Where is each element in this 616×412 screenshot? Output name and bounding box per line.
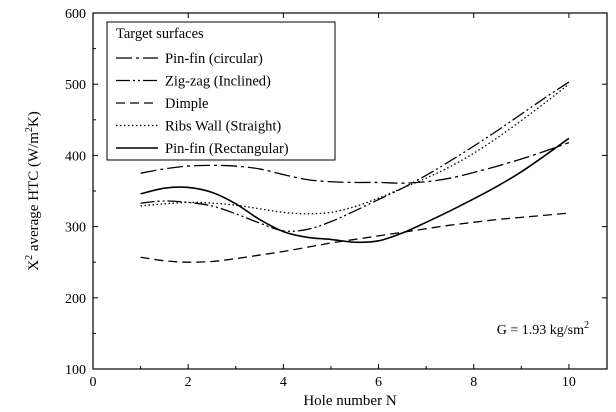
axis-ticks: 0 2 4 6 8 10 100 200 300 400 500 600 <box>65 7 607 390</box>
series-line-5 <box>140 137 570 244</box>
legend-label-5: Pin-fin (Rectangular) <box>165 141 289 157</box>
y-tick-label: 400 <box>65 149 86 164</box>
x-tick-label: 6 <box>375 375 382 390</box>
x-tick-label: 10 <box>562 375 576 390</box>
legend-title: Target surfaces <box>116 26 204 42</box>
y-tick-label: 600 <box>65 7 86 22</box>
y-axis-title: X2 average HTC (W/m2K) <box>24 111 42 271</box>
legend: Target surfaces Pin-fin (circular) Zig-za… <box>106 21 336 161</box>
legend-label-4: Ribs Wall (Straight) <box>165 119 281 135</box>
x-axis-title: Hole number N <box>303 393 396 409</box>
legend-box <box>106 21 336 161</box>
y-tick-label: 200 <box>65 292 86 307</box>
x-tick-label: 8 <box>470 375 477 390</box>
y-tick-label: 100 <box>65 363 86 378</box>
x-tick-label: 2 <box>185 375 192 390</box>
series-line-3 <box>140 212 569 263</box>
legend-label-1: Pin-fin (circular) <box>165 51 263 67</box>
y-tick-label: 300 <box>65 221 86 236</box>
legend-label-3: Dimple <box>165 96 209 112</box>
y-tick-label: 500 <box>65 78 86 93</box>
series-layer <box>140 81 570 263</box>
legend-label-2: Zig-zag (Inclined) <box>165 74 271 90</box>
x-tick-label: 4 <box>280 375 287 390</box>
legend-items: Pin-fin (circular) Zig-zag (Inclined) Dimp… <box>116 51 289 157</box>
series-line-2 <box>140 81 570 232</box>
flow-rate-annotation: G = 1.93 kg/sm2 <box>497 320 589 338</box>
series-line-1 <box>140 141 570 184</box>
x-tick-label: 0 <box>90 375 97 390</box>
